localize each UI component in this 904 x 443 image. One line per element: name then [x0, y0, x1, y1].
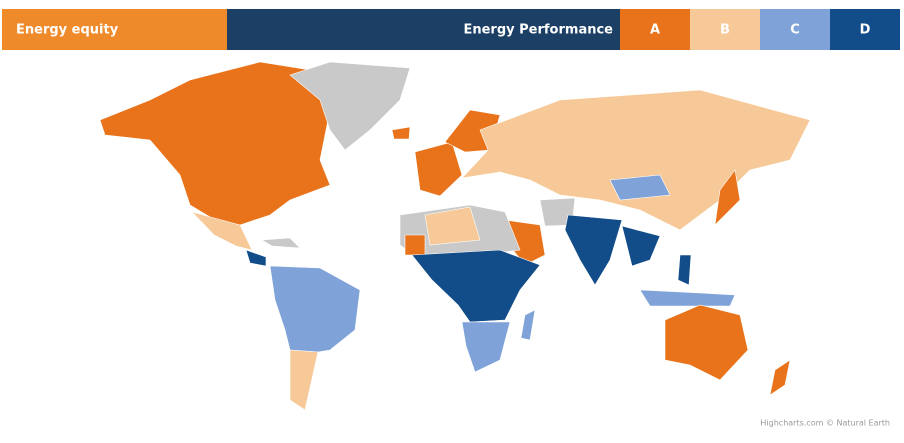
legend-label: D	[860, 23, 871, 38]
world-map	[99, 61, 811, 411]
region	[424, 206, 481, 246]
legend-label: A	[650, 23, 660, 38]
region	[391, 126, 411, 140]
region	[609, 174, 671, 201]
legend-swatch	[830, 9, 900, 50]
region	[404, 234, 426, 256]
region	[261, 237, 301, 249]
region	[621, 225, 661, 267]
legend-label: C	[790, 23, 800, 38]
region	[411, 249, 541, 323]
region	[677, 254, 692, 286]
region	[269, 265, 361, 353]
legend-swatch	[760, 9, 830, 50]
region	[639, 289, 736, 307]
legend-swatch	[690, 9, 760, 50]
region	[461, 89, 811, 231]
region	[289, 61, 411, 151]
legend-bar	[227, 9, 620, 50]
legend: A B C D	[620, 9, 900, 50]
region	[414, 141, 463, 197]
credits: Highcharts.com © Natural Earth	[760, 419, 890, 428]
region	[564, 214, 623, 286]
legend-title: Energy Performance	[463, 23, 613, 38]
region	[520, 309, 536, 341]
region	[191, 211, 253, 251]
region	[769, 359, 791, 396]
region	[664, 304, 749, 381]
legend-label: B	[720, 23, 730, 38]
region	[289, 349, 319, 411]
region	[714, 169, 741, 226]
title: Energy equity	[16, 23, 119, 38]
region	[99, 61, 331, 226]
title-bar	[2, 9, 227, 50]
legend-swatch	[620, 9, 690, 50]
region	[245, 249, 267, 267]
region	[461, 321, 511, 373]
